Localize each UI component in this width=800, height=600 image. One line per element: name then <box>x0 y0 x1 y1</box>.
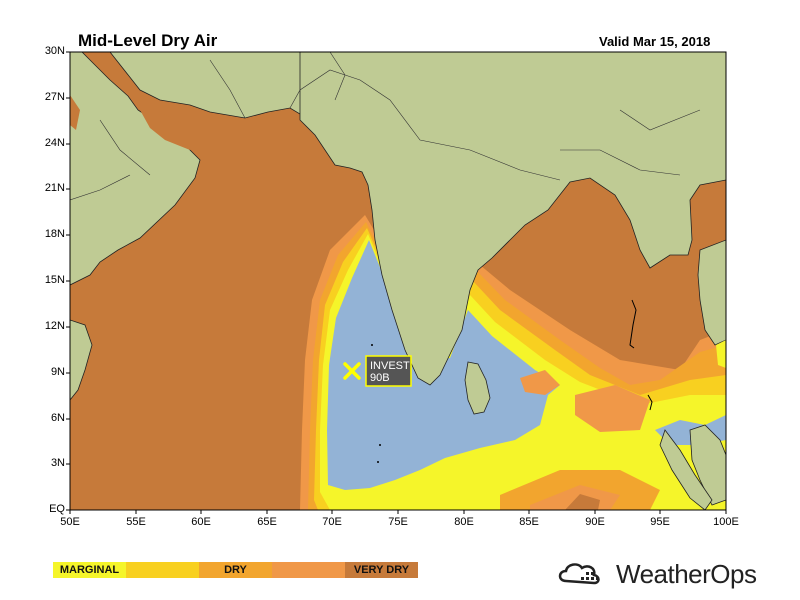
lat-ticks <box>66 51 70 511</box>
srilanka-land <box>464 361 491 415</box>
lon-label: 100E <box>713 516 739 528</box>
lat-label: 15N <box>44 274 65 286</box>
valid-time: Valid Mar 15, 2018 <box>599 34 711 49</box>
lat-label: 18N <box>44 228 65 240</box>
legend-marginal: MARGINAL <box>53 562 126 578</box>
arabia-land <box>70 52 201 286</box>
very-dry-patch <box>565 494 600 510</box>
lon-label: 75E <box>388 516 408 528</box>
lat-label: 27N <box>44 91 65 103</box>
legend-light-dry <box>126 562 199 578</box>
logo-text: WeatherOps <box>616 558 757 589</box>
lat-label: 30N <box>44 45 65 57</box>
africa-land <box>70 319 93 401</box>
india-land <box>299 52 726 386</box>
lat-label: 9N <box>50 366 65 378</box>
indochina-land <box>697 239 726 346</box>
lon-label: 50E <box>60 516 80 528</box>
storm-label-box: INVEST 90B <box>365 355 412 387</box>
lon-label: 95E <box>650 516 670 528</box>
legend-orange <box>272 562 345 578</box>
lat-label: 12N <box>44 320 65 332</box>
malay-land <box>689 424 726 506</box>
persian-gulf <box>140 110 200 150</box>
yellow-coast-strip <box>716 340 726 368</box>
lon-label: 70E <box>322 516 342 528</box>
legend-dry: DRY <box>199 562 272 578</box>
orange-patch-2 <box>575 385 650 432</box>
legend: MARGINAL DRY VERY DRY <box>53 562 418 578</box>
chart-title: Mid-Level Dry Air <box>78 31 218 50</box>
weatherops-logo: WeatherOps <box>556 558 757 589</box>
red-sea <box>70 95 80 130</box>
storm-marker-icon <box>343 362 361 380</box>
orange-patch-3 <box>520 370 560 395</box>
storm-label-line1: INVEST <box>370 360 410 372</box>
sumatra-land <box>659 429 713 510</box>
lat-label: EQ <box>49 503 65 515</box>
lat-label: 3N <box>50 457 65 469</box>
lon-label: 85E <box>519 516 539 528</box>
legend-very-dry: VERY DRY <box>345 562 418 578</box>
lon-label: 90E <box>585 516 605 528</box>
lat-label: 24N <box>44 137 65 149</box>
lon-label: 55E <box>126 516 146 528</box>
cloud-grid-icon <box>558 563 600 585</box>
lon-label: 65E <box>257 516 277 528</box>
lon-ticks <box>69 510 727 514</box>
lon-label: 80E <box>454 516 474 528</box>
lat-label: 6N <box>50 412 65 424</box>
lon-label: 60E <box>191 516 211 528</box>
storm-label-line2: 90B <box>370 372 390 384</box>
lat-label: 21N <box>44 182 65 194</box>
